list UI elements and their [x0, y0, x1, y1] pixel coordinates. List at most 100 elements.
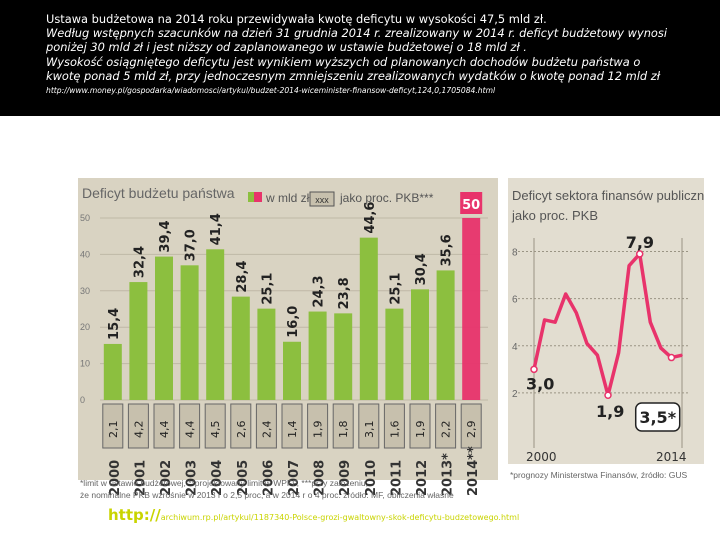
bar-x-tick-label: 2008 — [313, 460, 328, 496]
legend-pct-box-text: xxx — [315, 195, 329, 205]
legend-pct-box — [309, 191, 335, 207]
pct-gdp-box — [102, 403, 124, 449]
footer-link-url: archiwum.rp.pl/artykul/1187340-Polsce-gr… — [160, 513, 520, 522]
pct-gdp-label: 2,1 — [107, 421, 120, 439]
pct-gdp-box — [332, 403, 354, 449]
bar-value-label: 28,4 — [235, 261, 250, 293]
line-x-ticks: 2000 2014 — [526, 450, 687, 464]
legend-bar-swatch — [248, 192, 256, 202]
bar-series — [103, 218, 481, 400]
line-chart-title-2: jako proc. PKB — [511, 208, 598, 223]
line-y-tick-label: 2 — [512, 389, 518, 400]
bar — [385, 308, 404, 400]
line-point — [660, 347, 662, 349]
bar-value-label: 44,6 — [363, 202, 378, 234]
pct-gdp-label: 1,4 — [286, 421, 299, 439]
pct-gdp-label: 1,6 — [388, 421, 401, 439]
bar — [411, 289, 429, 400]
pct-gdp-box — [307, 403, 329, 449]
bar-y-tick-label: 30 — [80, 286, 90, 296]
legend-bar-swatch-red — [254, 192, 262, 202]
line-gridlines — [518, 238, 690, 448]
bar — [231, 296, 250, 400]
bar-x-tick-label: 2012 — [415, 460, 430, 496]
line-annotation-box — [634, 402, 681, 432]
line-point — [586, 342, 588, 345]
line-point — [596, 354, 599, 356]
chart-svg: Deficyt budżetu państwa w mld zł xxx jak… — [78, 178, 704, 500]
bar-value-label: 39,4 — [158, 221, 173, 253]
line-y-tick-label: 6 — [512, 295, 518, 306]
pct-gdp-boxes: 2,1 4,2 4,4 4,4 4,5 2,6 2,4 1,4 1,9 1,8 3,1 1,6 1,9 2… — [102, 403, 482, 449]
line-x-tick-label: 2000 — [526, 450, 557, 464]
bar-value-label: 25,1 — [388, 273, 403, 305]
bar-y-tick-label: 40 — [80, 249, 90, 259]
bar-y-tick-label: 50 — [80, 213, 90, 223]
bar-value-label: 16,0 — [286, 306, 301, 338]
bar-y-tick-label: 20 — [80, 322, 90, 332]
bar-value-label: 32,4 — [132, 246, 147, 278]
line-footnote: *prognozy Ministerstwa Finansów, źródło:… — [510, 470, 687, 480]
pct-gdp-label: 3,1 — [363, 421, 376, 439]
pct-gdp-box — [460, 403, 482, 449]
bar — [155, 256, 173, 400]
bar-x-tick-label: 2002 — [159, 460, 174, 496]
bar-y-ticks: 0 10 20 30 40 50 — [80, 213, 90, 405]
bar-value-label: 35,6 — [440, 234, 455, 266]
bar-x-tick-label: 2003 — [185, 460, 200, 496]
pct-gdp-label: 2,9 — [465, 421, 478, 439]
bar — [180, 265, 199, 400]
pct-gdp-label: 1,9 — [312, 421, 325, 439]
line-y-ticks: 2 4 6 8 — [512, 248, 518, 400]
bar — [257, 308, 276, 400]
pct-gdp-label: 1,9 — [414, 421, 427, 439]
bar-x-tick-label: 2014** — [466, 446, 481, 496]
footer-link[interactable]: http://archiwum.rp.pl/artykul/1187340-Po… — [108, 506, 519, 524]
header-line-5: kwotę ponad 5 mld zł, przy jednoczesnym … — [46, 68, 660, 83]
bar-y-tick-label: 10 — [80, 359, 90, 369]
pct-gdp-box — [204, 403, 226, 449]
pct-gdp-box — [281, 403, 303, 449]
line-series — [530, 250, 683, 399]
pct-gdp-box — [383, 403, 405, 449]
bar-value-label: 50 — [462, 198, 480, 213]
line-point — [564, 293, 567, 295]
pct-gdp-box — [153, 403, 175, 449]
bar-value-label: 25,1 — [260, 273, 275, 305]
pct-gdp-label: 4,4 — [184, 421, 197, 439]
header-line-1: Ustawa budżetowa na 2014 roku przewidywa… — [46, 12, 547, 26]
bar-x-tick-label: 2010 — [364, 460, 379, 496]
line-point — [649, 321, 652, 324]
bar — [359, 237, 378, 400]
bar-value-label: 23,8 — [337, 277, 352, 309]
bar — [308, 311, 327, 400]
line-y-tick-label: 4 — [512, 342, 518, 353]
bar-value-label: 24,3 — [312, 275, 327, 307]
bar-x-tick-label: 2001 — [133, 460, 148, 496]
source-link[interactable]: http://www.money.pl/gospodarka/wiadomosc… — [46, 86, 496, 96]
legend-pct-label: jako proc. PKB*** — [339, 191, 434, 205]
header-panel: Ustawa budżetowa na 2014 roku przewidywa… — [0, 0, 720, 116]
bar-value-labels: 15,4 32,4 39,4 37,0 41,4 28,4 25,1 16,0 24,3 23,8… — [107, 192, 483, 340]
line-highlight-point — [530, 365, 538, 374]
line-point — [575, 312, 578, 314]
bar-value-label: 37,0 — [184, 229, 199, 261]
bar-y-tick-label: 0 — [80, 395, 85, 405]
bar — [462, 218, 481, 400]
header-line-2: Według wstępnych szacunków na dzień 31 g… — [46, 26, 667, 41]
line-point — [628, 264, 630, 267]
line-highlight-point — [635, 250, 644, 258]
bar-x-tick-label: 2011 — [389, 460, 404, 496]
chart-figure: Deficyt budżetu państwa w mld zł xxx jak… — [78, 178, 704, 504]
pct-gdp-label: 2,6 — [235, 421, 248, 439]
pct-gdp-label: 2,2 — [440, 421, 453, 439]
bar-footnote-1: *limit w ustawie budżetowej, **projektow… — [80, 478, 368, 488]
line-annotation: 3,5* — [639, 408, 676, 427]
line-highlight-point — [667, 353, 676, 362]
bar — [334, 313, 353, 400]
line-annotations: 3,0 1,9 7,9 3,5* — [526, 233, 681, 432]
line-point — [617, 352, 620, 354]
pct-gdp-box — [179, 403, 201, 449]
bar — [283, 341, 301, 400]
pct-gdp-box — [230, 403, 252, 449]
